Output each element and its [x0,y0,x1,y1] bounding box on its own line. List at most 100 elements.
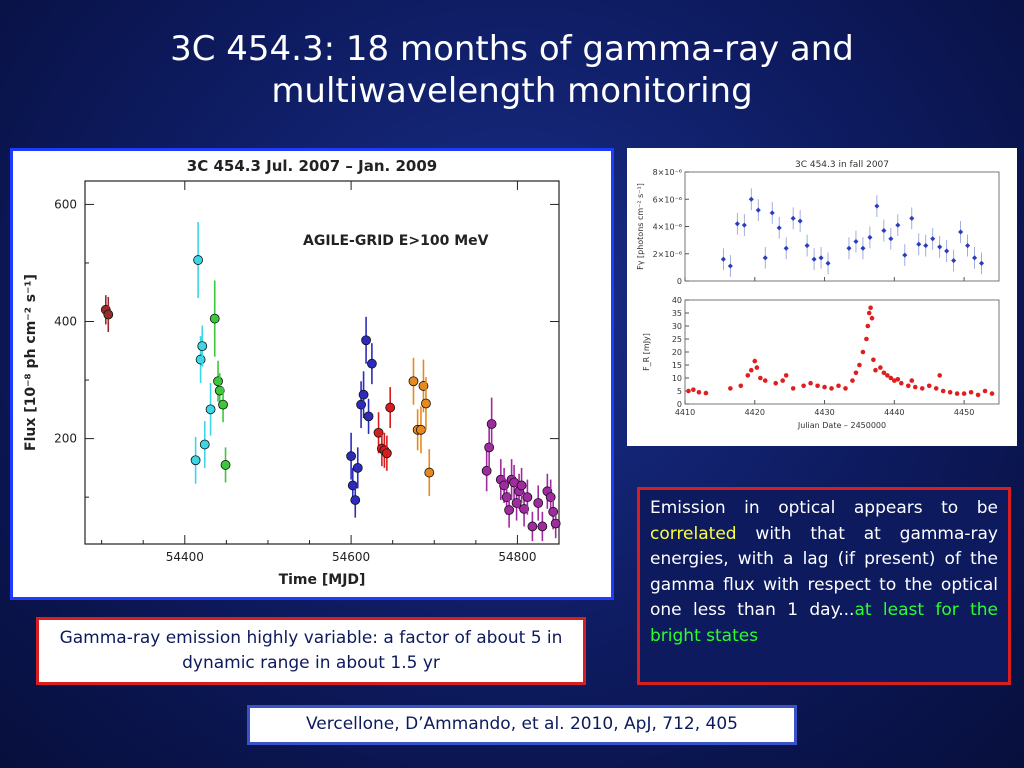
inset-optical-point [836,383,841,389]
fall-2007-light-curve-panel: 3C 454.3 in fall 2007 0 2×10⁻⁶ 4×10⁻⁶ 6×10⁻⁶… [627,148,1017,446]
y-tick-label: 200 [54,432,77,446]
inset-gamma-point [965,243,971,249]
inset-optical-point [864,336,869,342]
data-point [522,492,533,503]
inset-optical-point [754,365,760,370]
correlation-callout: Emission in optical appears to be correl… [637,487,1011,685]
inset-optical-point [748,367,754,373]
data-point [424,467,435,478]
data-point [537,521,548,532]
data-point [190,455,201,466]
data-point [533,498,544,508]
inset-optical-point [881,370,887,376]
data-point [486,419,497,429]
inset-optical-point [829,386,834,391]
inset-optical-point [878,365,883,370]
data-point [358,389,369,400]
inset-gamma-point [909,215,915,221]
inset-optical-point [940,388,946,394]
inset-optical-point [783,373,789,378]
inset-chart-title: 3C 454.3 in fall 2007 [795,160,889,170]
inset-optical-point [758,375,763,381]
inset-top-y-tick-label: 8×10⁻⁶ [653,168,682,177]
slide-title-line-2: multiwavelength monitoring [271,71,753,111]
slide-title-line-1: 3C 454.3: 18 months of gamma-ray and [170,29,854,69]
inset-bottom-x-tick-label: 4410 [675,408,695,417]
inset-optical-point [888,375,894,381]
reference-citation: Vercellone, D’Ammando, et al. 2010, ApJ,… [247,705,797,745]
inset-optical-point [738,383,744,389]
inset-top-y-tick-label: 4×10⁻⁶ [653,223,682,232]
inset-gamma-point [867,234,873,240]
inset-optical-point [871,357,876,363]
inset-bottom-x-tick-label: 4450 [954,408,974,417]
inset-gamma-point [902,252,908,258]
bright-states-highlight: at least for the bright states [650,600,998,646]
inset-top-y-tick-label: 0 [677,277,682,286]
fall-2007-light-curve-chart: 3C 454.3 in fall 2007 0 2×10⁻⁶ 4×10⁻⁶ 6×10⁻⁶… [636,160,1000,430]
data-point [550,518,561,529]
inset-gamma-point [762,255,768,261]
inset-optical-point [728,386,733,391]
inset-optical-point [982,388,988,394]
inset-optical-point [801,383,806,389]
data-point [385,402,396,413]
inset-optical-point [989,391,995,396]
inset-optical-point [909,378,915,383]
inset-optical-point [822,384,827,390]
inset-gamma-point [720,256,726,262]
data-point [199,439,210,450]
inset-optical-point [873,367,878,373]
inset-bottom-y-axis-label: F_R [mJy] [642,333,651,371]
inset-optical-point [869,315,875,321]
variability-callout: Gamma-ray emission highly variable: a fa… [36,617,586,685]
inset-bottom-y-tick-label: 30 [672,322,682,331]
inset-optical-point [773,380,779,386]
inset-optical-point [808,380,813,386]
inset-gamma-point [825,260,831,266]
data-point [197,341,208,352]
data-point [193,255,203,265]
inset-gamma-point [937,244,943,250]
inset-optical-point [686,388,691,394]
inset-gamma-point [769,210,775,216]
inset-gamma-point [734,221,740,227]
inset-optical-point [850,378,855,383]
inset-optical-point [919,386,925,391]
inset-optical-point [961,391,967,396]
inset-optical-point [947,390,953,395]
data-point [361,335,371,346]
inset-optical-point [691,387,696,392]
data-point [421,398,431,409]
variability-callout-text: Gamma-ray emission highly variable: a fa… [59,628,563,673]
inset-gamma-point [797,218,803,224]
inset-gamma-point [979,260,985,266]
data-point [504,505,515,515]
inset-optical-point [762,378,768,383]
data-point [527,521,538,532]
x-tick-label: 54400 [166,550,204,564]
plot-frame [84,180,560,545]
inset-optical-point [752,358,758,364]
inset-optical-point [703,390,709,396]
inset-gamma-point [783,245,789,251]
data-point [103,309,114,320]
inset-gamma-point [972,255,978,261]
inset-gamma-point [923,243,929,249]
gamma-ray-light-curve-panel: 3C 454.3 Jul. 2007 – Jan. 2009 AGILE-GRID… [10,148,614,600]
inset-bottom-y-tick-label: 20 [672,348,682,357]
inset-gamma-point [818,255,824,261]
data-point [214,385,225,396]
inset-optical-point [857,362,862,368]
data-point [220,460,231,470]
data-point [205,404,216,415]
inset-bottom-y-tick-label: 40 [672,296,682,305]
data-point [213,376,223,387]
data-point [218,399,228,410]
data-point [373,427,384,438]
y-tick-label: 400 [54,315,77,329]
inset-gamma-point [755,207,761,213]
data-point [350,495,361,505]
inset-optical-point [865,323,871,329]
inset-optical-point [853,370,859,376]
